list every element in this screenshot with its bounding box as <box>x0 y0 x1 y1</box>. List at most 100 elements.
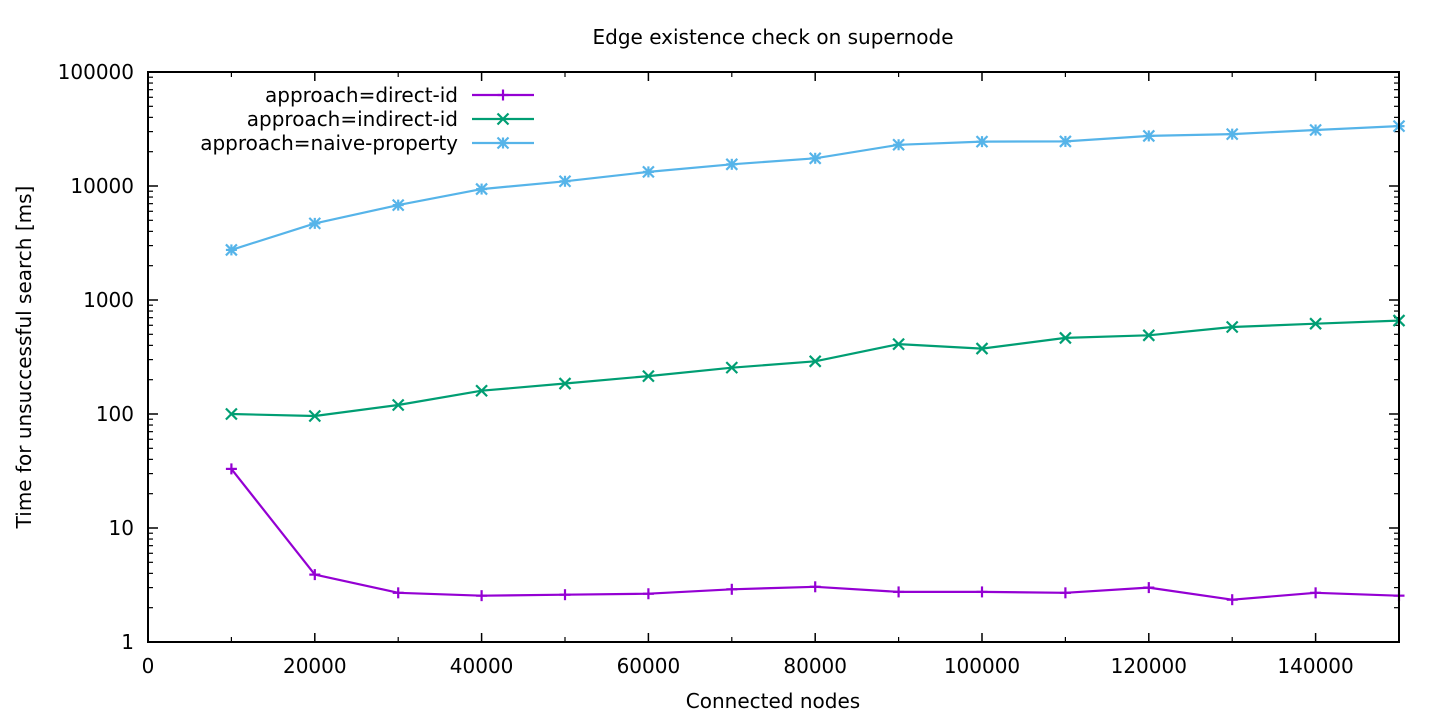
data-point <box>1059 135 1072 148</box>
data-point <box>558 175 572 188</box>
marker-stroke <box>558 377 572 390</box>
data-point <box>809 581 821 593</box>
x-tick-label: 80000 <box>783 654 847 678</box>
legend-label: approach=naive-property <box>200 131 458 155</box>
marker-stroke <box>892 138 905 152</box>
data-point <box>642 165 655 179</box>
marker-stroke <box>642 369 655 383</box>
data-point <box>1225 127 1239 141</box>
series-line <box>230 468 1400 601</box>
marker-stroke <box>225 407 238 421</box>
data-point <box>225 243 238 257</box>
data-point <box>308 409 322 423</box>
data-point <box>308 217 322 230</box>
axis-ticks <box>147 71 1399 643</box>
data-point <box>808 152 822 165</box>
data-point <box>976 586 988 598</box>
data-point <box>1059 331 1072 345</box>
marker-stroke <box>975 342 989 355</box>
data-point <box>1142 129 1156 143</box>
data-point <box>391 398 405 412</box>
y-tick-label: 100000 <box>58 60 134 84</box>
marker-stroke <box>1059 331 1072 345</box>
series-layer <box>225 119 1406 606</box>
data-point <box>1059 587 1071 599</box>
marker-stroke <box>642 165 655 179</box>
marker-stroke <box>391 198 405 212</box>
legend-label: approach=indirect-id <box>247 107 458 131</box>
chart-title: Edge existence check on supernode <box>593 25 954 49</box>
legend-marker <box>496 136 510 150</box>
y-tick-label: 100 <box>96 402 134 426</box>
marker-stroke <box>1059 135 1072 148</box>
data-point <box>475 182 488 196</box>
legend-marker <box>496 112 510 126</box>
marker-stroke <box>1142 329 1156 342</box>
data-point <box>893 586 905 598</box>
marker-stroke <box>475 182 488 196</box>
data-point <box>475 384 488 398</box>
x-tick-label: 100000 <box>944 654 1020 678</box>
marker-stroke <box>391 398 405 412</box>
data-point <box>1309 123 1322 137</box>
x-tick-label: 120000 <box>1111 654 1187 678</box>
x-axis-label: Connected nodes <box>686 689 860 713</box>
data-point <box>391 198 405 212</box>
data-point <box>892 138 905 152</box>
x-tick-label: 20000 <box>283 654 347 678</box>
marker-stroke <box>558 175 572 188</box>
y-axis-label: Time for unsuccessful search [ms] <box>12 186 36 530</box>
data-point <box>559 589 571 601</box>
marker-stroke <box>892 337 905 351</box>
legend-marker <box>497 89 509 101</box>
legend-label: approach=direct-id <box>265 83 458 107</box>
data-point <box>642 369 655 383</box>
legend: approach=direct-idapproach=indirect-idap… <box>200 83 534 155</box>
data-point <box>225 463 237 475</box>
marker-stroke <box>1225 127 1239 141</box>
data-point <box>1143 582 1155 594</box>
marker-stroke <box>808 152 822 165</box>
data-point <box>1142 329 1156 342</box>
data-point <box>975 135 989 148</box>
data-point <box>392 587 404 599</box>
marker-stroke <box>725 361 739 374</box>
data-point <box>1309 317 1322 330</box>
data-point <box>476 590 488 602</box>
data-point <box>975 342 989 355</box>
x-tick-label: 140000 <box>1277 654 1353 678</box>
data-point <box>808 355 822 368</box>
data-point <box>725 361 739 374</box>
marker-stroke <box>496 112 510 126</box>
marker-stroke <box>1142 129 1156 143</box>
marker-stroke <box>225 243 238 257</box>
marker-stroke <box>808 355 822 368</box>
data-point <box>1225 320 1239 334</box>
axis-tick-labels: 0 20000 40000 60000 80000 100000 120000 140000 1… <box>58 60 1354 678</box>
y-tick-label: 1000 <box>83 288 134 312</box>
marker-stroke <box>496 136 510 150</box>
x-tick-label: 60000 <box>617 654 681 678</box>
data-point <box>726 583 738 595</box>
series-line <box>231 319 1400 418</box>
series-2 <box>225 314 1406 423</box>
y-tick-label: 10000 <box>70 174 134 198</box>
x-tick-label: 0 <box>142 654 155 678</box>
marker-stroke <box>725 158 739 171</box>
marker-stroke <box>1309 317 1322 330</box>
marker-stroke <box>975 135 989 148</box>
plot-area-border <box>147 71 1400 643</box>
x-tick-label: 40000 <box>450 654 514 678</box>
data-point <box>1226 594 1238 606</box>
marker-stroke <box>308 409 322 423</box>
data-point <box>642 588 654 600</box>
data-point <box>892 337 905 351</box>
data-point <box>309 569 321 581</box>
data-point <box>725 158 739 171</box>
marker-stroke <box>308 217 322 230</box>
y-tick-label: 10 <box>109 516 134 540</box>
marker-stroke <box>1309 123 1322 137</box>
marker-stroke <box>475 384 488 398</box>
series-1 <box>225 463 1405 606</box>
